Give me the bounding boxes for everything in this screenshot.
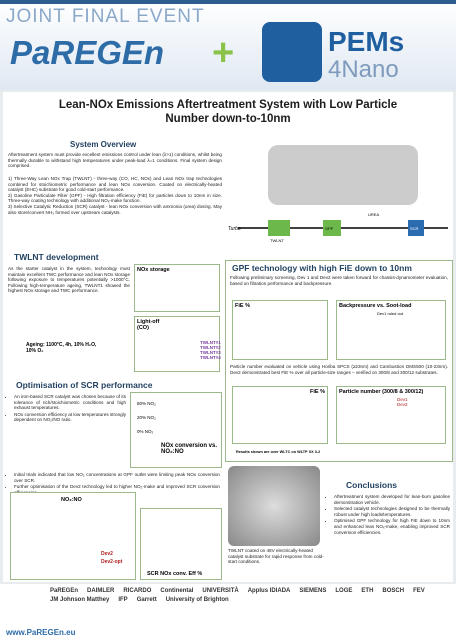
scr-heading: Optimisation of SCR performance — [16, 380, 153, 390]
chart-no2: 50% NO₂ 20% NO₂ 0% NO₂ NOx conversion vs… — [130, 392, 222, 468]
exhaust-image — [268, 145, 418, 205]
plus: + — [212, 32, 235, 74]
partner-logo: PaREGEn — [50, 588, 79, 594]
legend-entry: TWLNT#4 — [200, 355, 221, 360]
partner-logo: IFP — [118, 597, 128, 603]
scr-bullets-top: An iron-based SCR catalyst was chosen be… — [6, 394, 126, 424]
twlnt-block — [268, 220, 290, 236]
chart-label: Backpressure vs. Soot-load — [339, 303, 412, 309]
bullet: NOx conversion efficiency at low tempera… — [14, 412, 126, 423]
partner-logo: Applus IDIADA — [247, 588, 291, 594]
conclusions-bullets: Aftertreatment system developed for lean… — [326, 494, 450, 536]
legend-entry: Dev2 — [101, 551, 113, 557]
logo-right-bottom: 4Nano — [328, 56, 399, 83]
photo — [228, 466, 320, 546]
chart-scr: SCR NOx conv. Eff % — [140, 508, 222, 580]
bp-note: Dev1 ruled out — [377, 311, 404, 316]
overview-item: 2) Gasoline Particulate Filter (GPF) - H… — [8, 192, 222, 204]
chart-label: FiE % — [235, 303, 250, 309]
system-diagram: Turbo TWLNT GPF UREA SCR — [228, 145, 448, 243]
bullet: An iron-based SCR catalyst was chosen be… — [14, 394, 126, 411]
partner-logo: FEV — [413, 588, 425, 594]
partner-logo: RICARDO — [123, 588, 152, 594]
series-label: 20% NO₂ — [137, 415, 156, 420]
gpf-heading: GPF technology with high FiE down to 10n… — [232, 263, 412, 273]
scr-block — [408, 220, 424, 236]
twlnt-heading: TWLNT development — [14, 252, 99, 262]
twlnt-label: TWLNT — [270, 238, 284, 243]
chart-label: SCR NOx conv. Eff % — [147, 571, 203, 577]
chart-label: NOx conversion vs. NO₂:NO — [161, 443, 218, 455]
logo-icon — [262, 22, 322, 82]
partner-logo: DAIMLER — [87, 588, 115, 594]
overview-item: 3) Selective Catalytic Reduction (SCR) c… — [8, 203, 222, 215]
partner-logo: BOSCH — [382, 588, 405, 594]
turbo-label: Turbo — [228, 226, 241, 232]
chart-pn: Particle number (300/8 & 300/12) Dev1 Dev2 — [336, 386, 446, 444]
partner-logo: LOGE — [335, 588, 353, 594]
legend-entry: TWLNT#1 — [200, 340, 221, 345]
chart-bp: Backpressure vs. Soot-load Dev1 ruled out — [336, 300, 446, 360]
overview-items: 1) Three-Way Lean NOx Trap (TWLNT) - thr… — [8, 176, 222, 215]
chart-storage: NOx storage — [134, 264, 220, 312]
bullet: Selected catalyst technologies designed … — [334, 506, 450, 517]
chart-label: FiE % — [310, 389, 325, 395]
chart-lightoff: Light-off (CO) — [134, 316, 220, 372]
logo-left: PaREGEn — [10, 34, 165, 71]
pn-dev2: Dev2 — [397, 402, 408, 407]
gpf-text1: Following preliminary screening, Dev 1 a… — [230, 275, 448, 286]
partner-logo: JM Johnson Matthey — [50, 597, 110, 603]
overview-intro: Aftertreatment system must provide excel… — [8, 152, 222, 169]
banner: JOINT FINAL EVENT — [6, 6, 205, 27]
series-label: 50% NO₂ — [137, 401, 156, 406]
chart-label: Particle number (300/8 & 300/12) — [339, 389, 424, 395]
bullet: Aftertreatment system developed for lean… — [334, 494, 450, 505]
partner-logo: Garrett — [136, 597, 157, 603]
partner-logo: Continental — [160, 588, 194, 594]
gpf-block — [323, 220, 341, 236]
series-label: 0% NO₂ — [137, 429, 154, 434]
chart-fie2: FiE % — [232, 386, 328, 444]
gpf-label: GPF — [325, 226, 334, 231]
gpf-text2: Particle number evaluated on vehicle usi… — [230, 364, 448, 375]
twlnt-legend: TWLNT#1 TWLNT#2 TWLNT#3 TWLNT#4 — [200, 340, 221, 360]
partner-logo: University of Brighton — [165, 597, 229, 603]
logos: PaREGEn DAIMLER RICARDO Continental UNIVERSI… — [50, 588, 452, 603]
legend-entry: TWLNT#3 — [200, 350, 221, 355]
partner-logo: ETH — [361, 588, 374, 594]
overview-heading: System Overview — [70, 140, 137, 149]
photo-caption: TWLNT coated on 48V electrically-heated … — [228, 548, 324, 565]
twlnt-text: As the starter catalyst in the system, t… — [8, 266, 130, 294]
bullet: Optimised GPF technology for high FiE do… — [334, 518, 450, 535]
scr-label: SCR — [410, 226, 419, 231]
pn-dev1: Dev1 — [397, 397, 408, 402]
chart-fie: FiE % — [232, 300, 328, 360]
title: Lean-NOx Emissions Aftertreatment System… — [58, 99, 398, 125]
conclusions-heading: Conclusions — [346, 480, 398, 490]
legend-entry: Dev2-opt — [101, 559, 123, 565]
header: JOINT FINAL EVENT PaREGEn + PEMs 4Nano — [0, 0, 456, 90]
legend-entry: TWLNT#2 — [200, 345, 221, 350]
chart-label: Light-off (CO) — [137, 319, 160, 331]
chart-label: NOx storage — [137, 267, 170, 273]
chart-label: NO₂:NO — [61, 497, 82, 503]
bullet: Initial trials indicated that low NO₂ co… — [14, 472, 220, 483]
chart-ratio: NO₂:NO Dev2 Dev2-opt — [10, 492, 136, 580]
footer: PaREGEn DAIMLER RICARDO Continental UNIVERSI… — [0, 584, 456, 644]
partner-logo: UNIVERSITÀ — [202, 588, 239, 594]
logo-right-top: PEMs — [328, 26, 405, 57]
url: www.PaREGEn.eu — [6, 628, 76, 637]
overview-item: 1) Three-Way Lean NOx Trap (TWLNT) - thr… — [8, 176, 222, 193]
partner-logo: SIEMENS — [299, 588, 327, 594]
urea-label: UREA — [368, 212, 379, 217]
header-rule — [0, 0, 456, 4]
results-note: Results shown are over WLTC on WLTP XX 3… — [236, 450, 321, 454]
ageing-note: Ageing: 1100°C, 4h, 10% H₂O, 10% O₂ — [26, 342, 97, 354]
